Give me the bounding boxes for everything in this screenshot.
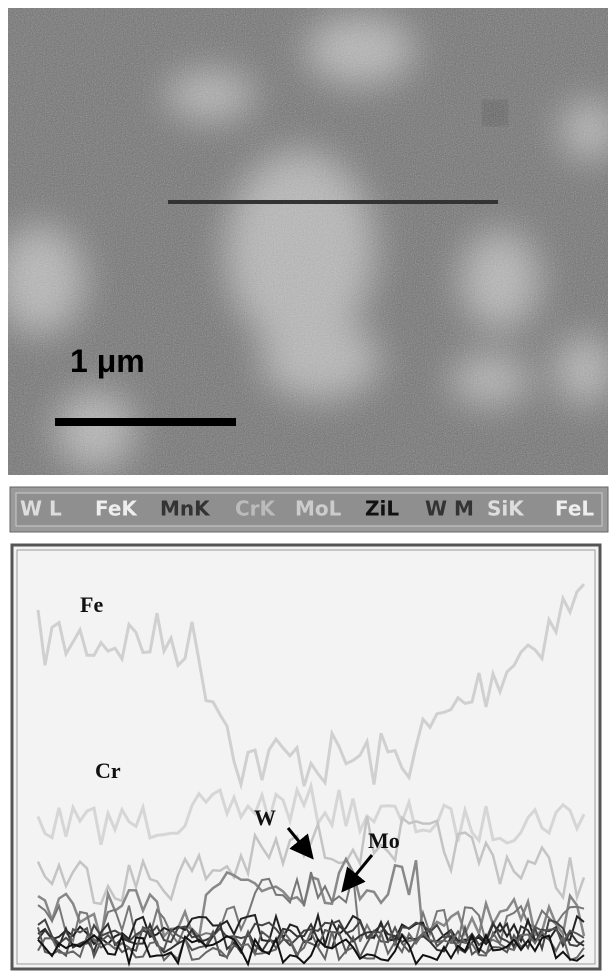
scale-label: 1 μm	[70, 343, 145, 379]
mo-label: Mo	[368, 828, 400, 853]
plot-inner-border	[16, 549, 596, 965]
trace	[37, 921, 585, 955]
tab-label: W M	[425, 497, 474, 521]
tab-inner	[15, 492, 603, 527]
mo-arrow	[341, 854, 374, 893]
tab-label: CrK	[235, 497, 277, 521]
tab-label: MnK	[160, 497, 211, 521]
w-label: W	[254, 805, 276, 830]
sem-image: 1 μm	[8, 8, 608, 475]
w-arrow	[286, 827, 314, 860]
tab-label: FeK	[95, 497, 138, 521]
tab-label: FeL	[555, 497, 594, 521]
trace	[36, 780, 586, 846]
cr-label: Cr	[95, 758, 121, 783]
tab-label: W L	[20, 497, 62, 521]
trace	[37, 932, 585, 968]
trace	[37, 871, 585, 946]
trace	[36, 583, 586, 791]
trace	[37, 929, 585, 962]
fe-label: Fe	[80, 592, 103, 617]
tab-label: SiK	[487, 497, 525, 521]
tab-label: MoL	[295, 497, 342, 521]
tab-label: ZiL	[365, 497, 399, 521]
